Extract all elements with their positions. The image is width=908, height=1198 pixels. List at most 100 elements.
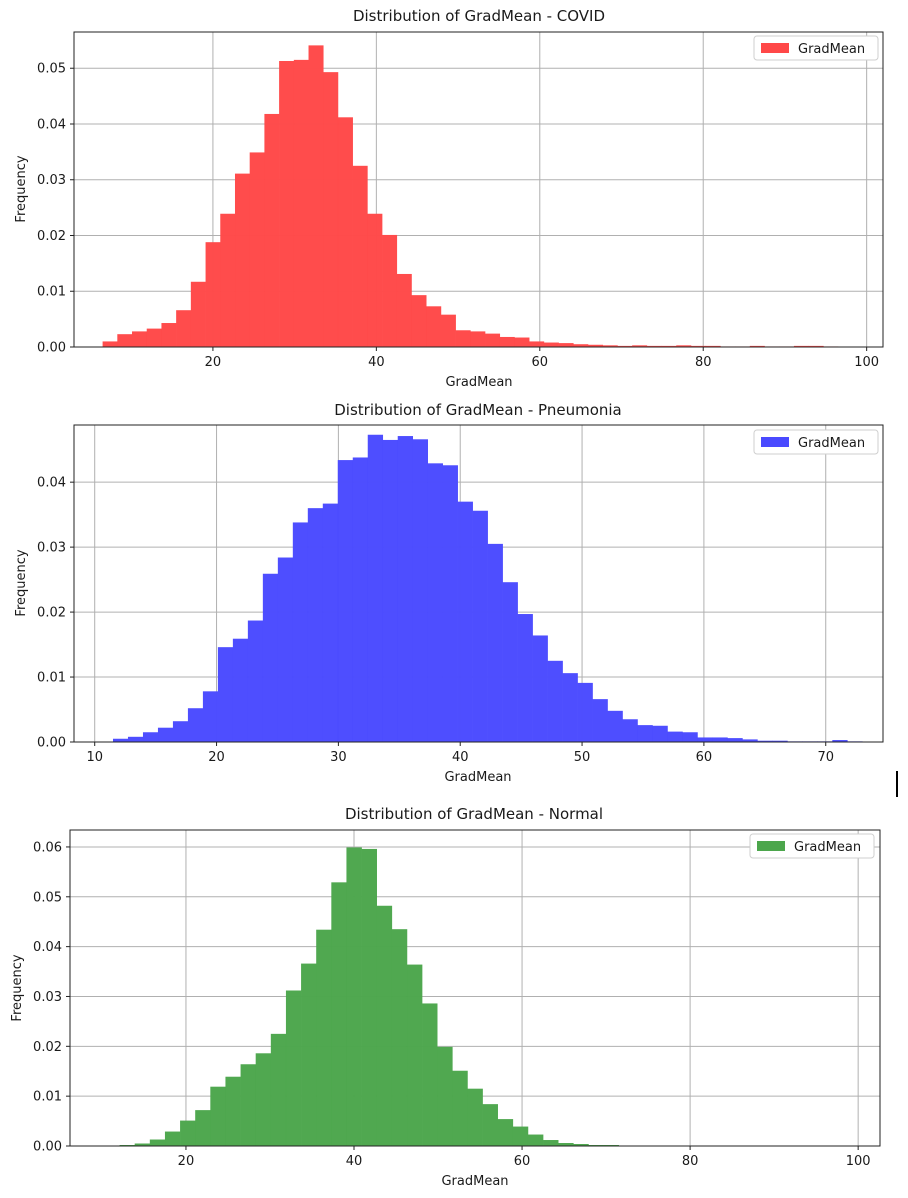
- x-tick-label: 100: [846, 1154, 871, 1169]
- x-tick-label: 80: [682, 1154, 699, 1169]
- y-tick-label: 0.03: [37, 541, 66, 556]
- histogram-bar: [210, 1086, 226, 1146]
- y-tick-label: 0.02: [37, 229, 66, 244]
- histogram-bar: [547, 660, 563, 742]
- histogram-bar: [676, 345, 692, 347]
- histogram-bars: [104, 847, 680, 1146]
- histogram-bar: [742, 739, 758, 742]
- histogram-bar: [558, 1143, 574, 1146]
- histogram-bar: [352, 457, 369, 742]
- histogram-bar: [279, 60, 295, 347]
- histogram-bar: [322, 503, 339, 742]
- x-axis-label: GradMean: [445, 375, 512, 390]
- x-tick-label: 40: [346, 1154, 363, 1169]
- x-tick-label: 60: [532, 355, 549, 370]
- histogram-bar: [262, 573, 279, 742]
- histogram-bar: [602, 345, 618, 347]
- histogram-bar: [697, 737, 713, 742]
- histogram-bar: [543, 342, 559, 347]
- y-axis-ticks: 0.00 0.01 0.02 0.03 0.04 0.05 0.06: [33, 840, 70, 1155]
- histogram-bar: [127, 736, 144, 742]
- histogram-bar: [102, 341, 118, 347]
- histogram-bar: [331, 882, 347, 1146]
- histogram-bar: [772, 740, 788, 742]
- histogram-bar: [607, 710, 623, 742]
- histogram-bar: [346, 847, 362, 1146]
- histogram-bar: [577, 682, 593, 742]
- histogram-bar: [202, 691, 219, 742]
- histogram-bar: [161, 323, 177, 347]
- histogram-bar: [592, 699, 608, 742]
- y-tick-label: 0.04: [33, 940, 62, 955]
- histogram-bar: [247, 620, 264, 742]
- legend-label: GradMean: [798, 436, 865, 451]
- histogram-bar: [270, 1033, 287, 1146]
- histogram-bar: [832, 740, 848, 742]
- histogram-bar: [573, 1144, 589, 1146]
- histogram-bar: [376, 905, 393, 1146]
- chart-title: Distribution of GradMean - COVID: [353, 7, 605, 25]
- histogram-bar: [749, 345, 765, 347]
- x-tick-label: 60: [696, 750, 713, 765]
- x-tick-label: 10: [86, 750, 103, 765]
- histogram-bar: [205, 242, 221, 347]
- legend-box: [749, 833, 875, 859]
- histogram-bar: [646, 345, 662, 347]
- y-tick-label: 0.03: [37, 173, 66, 188]
- histogram-bar: [112, 738, 129, 742]
- histogram-bar: [277, 557, 294, 742]
- histogram-bar: [588, 344, 604, 347]
- x-tick-label: 70: [817, 750, 834, 765]
- histogram-bar: [622, 719, 638, 742]
- histogram-bar: [225, 1076, 241, 1146]
- legend-swatch: [757, 841, 785, 851]
- histogram-bar: [482, 1104, 498, 1146]
- histogram-bar: [440, 314, 456, 347]
- histogram-bar: [367, 213, 383, 347]
- histogram-bar: [808, 345, 824, 347]
- text-cursor-mark: [896, 771, 898, 797]
- histogram-bar: [285, 990, 302, 1146]
- gridlines: [74, 32, 883, 348]
- histogram-bar: [427, 463, 443, 742]
- histogram-bar: [249, 152, 265, 347]
- y-axis-label: Frequency: [14, 549, 29, 616]
- histogram-bar: [558, 343, 574, 347]
- y-axis-label: Frequency: [10, 954, 25, 1021]
- legend-label: GradMean: [798, 42, 865, 57]
- histogram-bar: [187, 708, 204, 742]
- histogram-bar: [412, 439, 428, 742]
- histogram-bar: [637, 725, 653, 742]
- histogram-bar: [455, 330, 471, 347]
- chart-title: Distribution of GradMean - Normal: [345, 805, 603, 823]
- histogram-bar: [452, 1070, 468, 1146]
- histogram-bar: [397, 436, 414, 742]
- histogram-bar: [682, 732, 698, 742]
- plot-frame: [69, 829, 881, 1147]
- histogram-bar: [146, 328, 162, 347]
- y-tick-label: 0.02: [33, 1040, 62, 1055]
- histogram-bar: [712, 737, 728, 742]
- histogram-bar: [293, 59, 309, 348]
- legend: GradMean: [749, 833, 875, 859]
- legend-box: [753, 35, 879, 61]
- x-tick-label: 40: [368, 355, 385, 370]
- histogram-bars: [102, 45, 839, 348]
- x-axis-label: GradMean: [441, 1174, 508, 1189]
- y-tick-label: 0.03: [33, 990, 62, 1005]
- histogram-bar: [705, 345, 721, 347]
- histogram-bar: [499, 336, 515, 347]
- histogram-bar: [176, 310, 192, 347]
- histogram-bar: [793, 345, 809, 347]
- y-tick-label: 0.04: [37, 117, 66, 132]
- histogram-bar: [472, 510, 488, 742]
- plot-frame: [73, 424, 884, 743]
- histogram-bar: [337, 117, 353, 347]
- y-tick-label: 0.02: [37, 606, 66, 621]
- y-axis-label: Frequency: [14, 155, 29, 222]
- x-tick-label: 20: [208, 750, 225, 765]
- x-axis-label: GradMean: [444, 770, 511, 785]
- x-tick-label: 100: [854, 355, 879, 370]
- histogram-bar: [149, 1139, 166, 1146]
- y-tick-label: 0.06: [33, 840, 62, 855]
